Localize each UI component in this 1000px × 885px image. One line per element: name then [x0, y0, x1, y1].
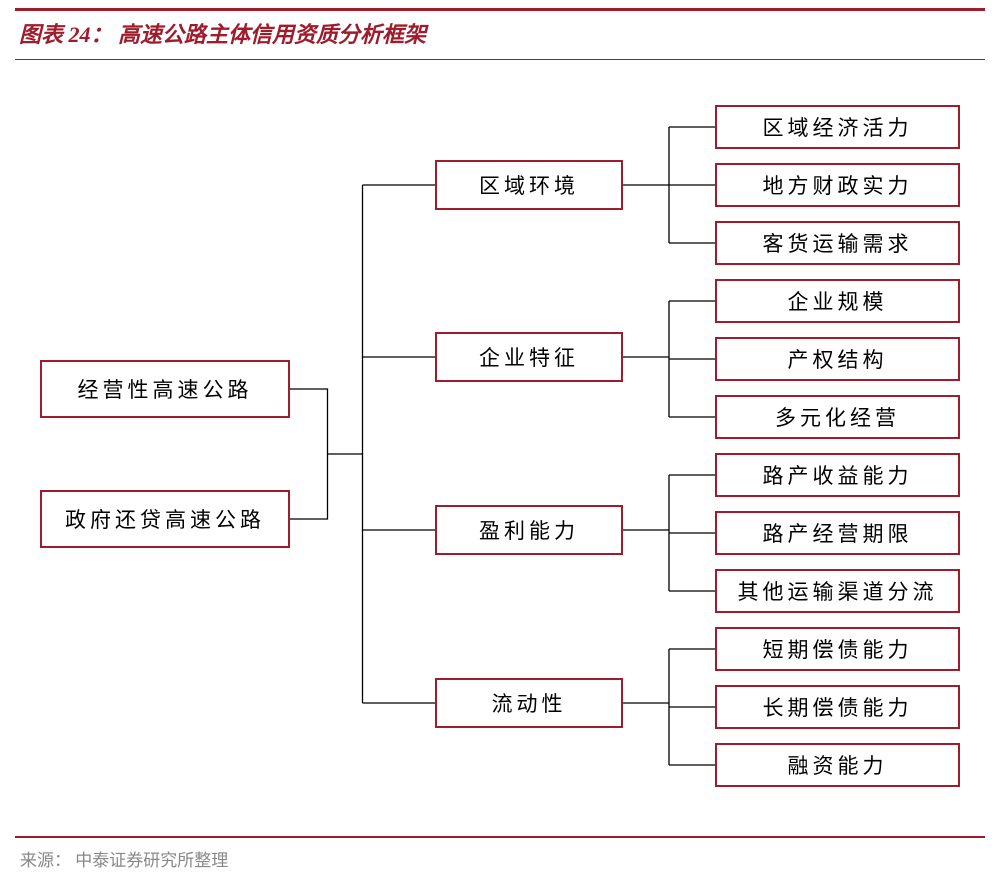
source-label: 来源： [20, 851, 71, 870]
tree-node: 盈利能力 [435, 505, 623, 555]
tree-node: 多元化经营 [715, 395, 960, 439]
tree-node: 路产经营期限 [715, 511, 960, 555]
tree-node: 企业特征 [435, 332, 623, 382]
figure-number: 图表 24： [19, 22, 113, 47]
tree-node: 政府还贷高速公路 [40, 490, 290, 548]
figure-frame: 图表 24： 高速公路主体信用资质分析框架 经营性高速公路政府还贷高速公路 区域环… [15, 8, 985, 838]
tree-node: 经营性高速公路 [40, 360, 290, 418]
tree-node: 区域环境 [435, 160, 623, 210]
figure-header: 图表 24： 高速公路主体信用资质分析框架 [15, 11, 985, 60]
tree-node: 融资能力 [715, 743, 960, 787]
source-value: 中泰证券研究所整理 [75, 851, 228, 870]
tree-node: 企业规模 [715, 279, 960, 323]
tree-node: 长期偿债能力 [715, 685, 960, 729]
figure-source: 来源： 中泰证券研究所整理 [20, 846, 228, 871]
tree-node: 产权结构 [715, 337, 960, 381]
figure-title: 高速公路主体信用资质分析框架 [118, 22, 426, 47]
tree-node: 地方财政实力 [715, 163, 960, 207]
tree-node: 其他运输渠道分流 [715, 569, 960, 613]
tree-node: 路产收益能力 [715, 453, 960, 497]
tree-diagram: 经营性高速公路政府还贷高速公路 区域环境企业特征盈利能力流动性 区域经济活力地方财政… [15, 60, 985, 840]
tree-node: 流动性 [435, 678, 623, 728]
tree-node: 客货运输需求 [715, 221, 960, 265]
tree-node: 短期偿债能力 [715, 627, 960, 671]
tree-node: 区域经济活力 [715, 105, 960, 149]
